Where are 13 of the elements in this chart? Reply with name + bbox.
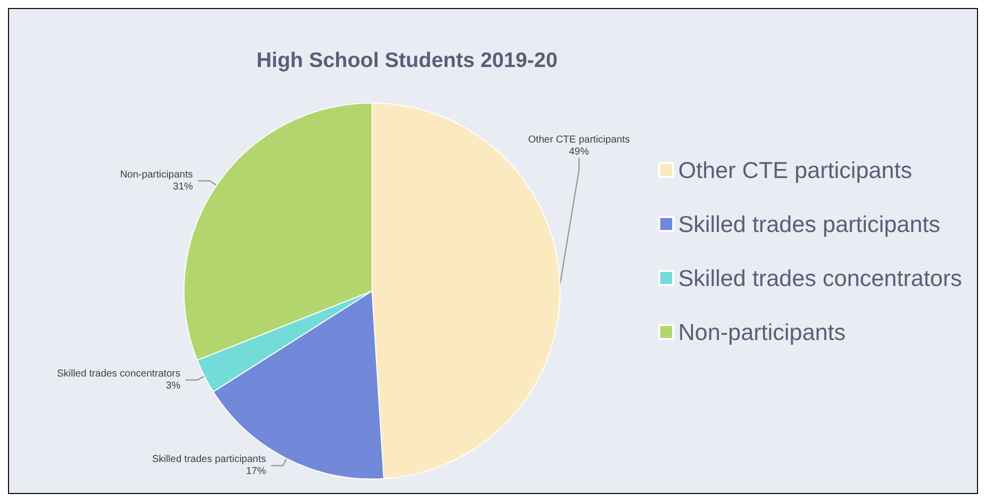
legend-label: Other CTE participants — [678, 157, 912, 183]
data-label: 31% — [172, 181, 193, 192]
legend-label: Skilled trades concentrators — [678, 265, 962, 291]
legend-label: Non-participants — [678, 319, 846, 345]
legend-label: Skilled trades participants — [678, 211, 940, 237]
slice-label: Skilled trades participants — [152, 454, 266, 466]
data-label: 17% — [246, 466, 266, 478]
slice-label: Non-participants — [120, 169, 193, 180]
data-label: 49% — [568, 146, 590, 158]
slice-label: Skilled trades concentrators — [56, 368, 180, 380]
data-label: 3% — [166, 380, 180, 392]
slice-label: Other CTE participants — [528, 134, 630, 146]
chart-title: High School Students 2019-20 — [256, 49, 558, 72]
